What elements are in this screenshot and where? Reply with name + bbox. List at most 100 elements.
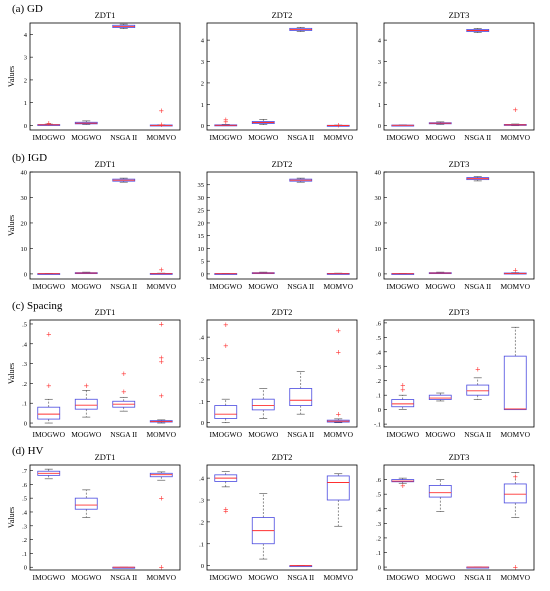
plot-frame [29, 22, 181, 131]
x-tick-label: IMOGWO [33, 133, 66, 142]
y-tick-label: .2 [22, 537, 27, 544]
x-tick-label: MOMVO [500, 282, 530, 291]
plot-frame [383, 22, 535, 131]
x-tick-label: NSGA II [464, 282, 491, 291]
outlier-point: + [158, 107, 164, 115]
x-tick-label: MOMVO [500, 430, 530, 439]
plot-frame [29, 171, 181, 280]
chart-title: ZDT3 [449, 452, 470, 462]
outlier-point: + [400, 382, 406, 390]
y-tick-label: .6 [376, 320, 382, 327]
x-tick-label: IMOGWO [387, 133, 420, 142]
y-tick-label: 2 [378, 80, 381, 87]
y-tick-label: .4 [199, 335, 205, 342]
y-tick-label: 1 [201, 102, 204, 109]
outlier-point: + [46, 330, 52, 338]
y-tick-label: .2 [376, 535, 381, 542]
y-tick-label: 10 [198, 246, 205, 253]
y-tick-label: 15 [198, 233, 205, 240]
y-tick-label: .1 [376, 393, 381, 400]
y-tick-label: .1 [22, 401, 27, 408]
chart-title: ZDT3 [449, 159, 470, 169]
x-tick-label: IMOGWO [210, 573, 243, 582]
outlier-point: + [335, 349, 341, 357]
box [466, 384, 490, 396]
chart-title: ZDT2 [272, 159, 293, 169]
x-tick-label: MOGWO [425, 573, 456, 582]
y-axis-label: Values [7, 66, 16, 87]
chart-title: ZDT3 [449, 307, 470, 317]
row-label-igd: (b) IGD [12, 152, 48, 164]
outlier-point: + [158, 392, 164, 400]
box [289, 388, 313, 407]
x-tick-label: NSGA II [110, 133, 137, 142]
y-tick-label: 0 [24, 421, 27, 428]
plot-frame [206, 319, 358, 428]
outlier-point: + [121, 370, 127, 378]
y-tick-label: .2 [22, 381, 27, 388]
plot-frame [29, 464, 181, 571]
y-tick-label: 0 [201, 563, 204, 570]
plot-frame [383, 319, 535, 428]
x-tick-label: NSGA II [464, 133, 491, 142]
x-tick-label: NSGA II [110, 282, 137, 291]
box [37, 406, 61, 420]
y-tick-label: 1 [24, 100, 27, 107]
x-tick-label: NSGA II [464, 430, 491, 439]
x-tick-label: IMOGWO [210, 430, 243, 439]
y-tick-label: .3 [199, 498, 204, 505]
x-tick-label: IMOGWO [33, 573, 66, 582]
outlier-point: + [223, 116, 229, 124]
x-tick-label: MOGWO [71, 573, 102, 582]
outlier-point: + [158, 121, 164, 129]
y-tick-label: .4 [22, 509, 28, 516]
y-tick-label: -.1 [374, 422, 381, 429]
y-tick-label: .2 [376, 378, 381, 385]
plot-frame [383, 464, 535, 571]
y-tick-label: 0 [24, 271, 27, 278]
x-tick-label: MOGWO [71, 430, 102, 439]
outlier-point: + [512, 564, 518, 572]
y-tick-label: 35 [198, 182, 205, 189]
y-tick-label: 20 [198, 220, 205, 227]
outlier-point: + [158, 320, 164, 328]
y-tick-label: 4 [378, 38, 382, 45]
x-tick-label: MOMVO [323, 282, 353, 291]
x-tick-label: MOMVO [323, 133, 353, 142]
outlier-point: + [512, 106, 518, 114]
outlier-point: + [158, 354, 164, 362]
outlier-point: + [83, 382, 89, 390]
outlier-point: + [223, 118, 229, 126]
x-tick-label: NSGA II [110, 430, 137, 439]
y-tick-label: .3 [199, 356, 204, 363]
y-tick-label: 3 [201, 59, 204, 66]
y-tick-label: 2 [201, 80, 204, 87]
outlier-point: + [121, 388, 127, 396]
x-tick-label: NSGA II [464, 573, 491, 582]
outlier-point: + [475, 366, 481, 374]
y-tick-label: .5 [22, 321, 27, 328]
x-tick-label: MOGWO [248, 133, 279, 142]
y-tick-label: 0 [24, 123, 27, 130]
y-tick-label: .1 [22, 551, 27, 558]
x-tick-label: MOMVO [146, 282, 176, 291]
y-tick-label: 25 [198, 208, 205, 215]
chart-title: ZDT2 [272, 307, 293, 317]
x-tick-label: NSGA II [110, 573, 137, 582]
x-tick-label: MOMVO [146, 133, 176, 142]
box [503, 483, 527, 504]
y-tick-label: .3 [376, 521, 381, 528]
x-tick-label: MOGWO [71, 282, 102, 291]
chart-title: ZDT1 [95, 452, 116, 462]
box [74, 497, 98, 510]
y-tick-label: 3 [378, 59, 381, 66]
y-tick-label: 30 [375, 195, 382, 202]
x-tick-label: IMOGWO [210, 133, 243, 142]
y-tick-label: .5 [376, 492, 381, 499]
x-tick-label: IMOGWO [33, 430, 66, 439]
box [214, 405, 238, 419]
y-tick-label: 2 [24, 77, 27, 84]
outlier-point: + [335, 327, 341, 335]
plot-frame [383, 171, 535, 280]
outlier-point: + [223, 342, 229, 350]
